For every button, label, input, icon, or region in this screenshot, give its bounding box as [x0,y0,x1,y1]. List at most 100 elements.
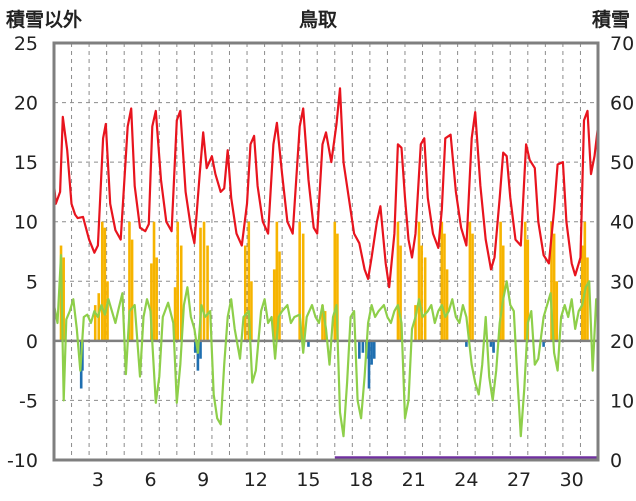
sunshine-bar [103,227,107,341]
y-right-tick-label: 40 [610,212,634,234]
y-left-tick-label: 5 [26,271,38,293]
precip-bar [81,340,84,371]
sunshine-bar [586,257,589,341]
precip-bar [196,340,200,371]
precip-bar [361,340,365,353]
sunshine-bar [128,221,131,341]
y-right-tick-label: 70 [610,33,634,55]
sunshine-bars [59,221,600,341]
sunshine-bar [552,233,556,341]
sunshine-bar [152,221,156,341]
series-lines [52,87,600,438]
sunshine-bar [202,221,206,341]
sunshine-bar [150,263,153,341]
sunshine-bar [555,281,559,341]
sunshine-bar [471,233,474,341]
x-tick-label: 24 [454,469,478,491]
sunshine-bar [106,281,109,341]
precip-bar [367,340,371,389]
sunshine-bar [336,233,339,341]
y-left-tick-label: 15 [14,152,38,174]
sunshine-bar [247,221,251,341]
y-left-tick-label: 10 [14,212,38,234]
sunshine-bar [173,287,177,341]
y-right-tick-label: 10 [610,390,634,412]
grid-lines [54,43,598,460]
sunshine-bar [62,257,65,341]
precip-bar [358,340,361,359]
precip-bar [193,340,197,353]
green-series-line [52,254,600,438]
sunshine-bar [523,221,527,341]
sunshine-bar [396,221,400,341]
y-right-tick-label: 60 [610,93,634,115]
x-tick-label: 18 [349,469,373,491]
y-left-tick-label: -5 [19,390,38,412]
sunshine-bar [272,269,276,341]
sunshine-bar [550,221,553,341]
sunshine-bar [176,221,180,341]
precip-bar [199,340,202,359]
sunshine-bar [526,239,530,341]
sunshine-bar [423,257,427,341]
plot-frame-group [52,41,600,462]
red-series-line [52,87,600,289]
sunshine-bar [333,221,337,341]
sunshine-bar [179,245,183,341]
x-tick-label: 15 [296,469,320,491]
sunshine-bar [130,239,134,341]
y-right-tick-label: 50 [610,152,634,174]
sunshine-bar [468,221,472,341]
sunshine-bar [278,251,281,341]
precip-bar [307,340,310,347]
x-tick-label: 12 [244,469,268,491]
tick-labels: -10 -5 0 5 10 15 20 25 0 10 20 30 40 50 60 70 3 6 9 12 15 18 2… [7,33,634,491]
x-tick-label: 21 [402,469,426,491]
sunshine-bar [420,245,423,341]
x-tick-label: 6 [144,469,156,491]
sunshine-bar [250,281,253,341]
y-left-tick-label: 20 [14,93,38,115]
sunshine-bar [399,245,402,341]
sunshine-bar [583,221,587,341]
sunshine-bar [443,233,446,341]
sunshine-bar [100,221,104,341]
sunshine-bar [243,245,247,341]
sunshine-bar [93,305,97,341]
y-left-tick-label: -10 [7,450,38,472]
y-left-tick-label: 25 [14,33,38,55]
sunshine-bar [501,245,505,341]
sunshine-bar [298,221,301,341]
right-axis-label: 積雪 [592,8,630,31]
plot-frame [52,41,600,462]
x-tick-label: 3 [92,469,104,491]
sunshine-bar [417,221,421,341]
sunshine-bar [206,245,209,341]
y-left-tick-label: 0 [26,331,38,353]
sunshine-bar [414,305,417,341]
sunshine-bar [199,227,202,341]
precip-bar [492,340,495,353]
sunshine-bar [321,305,324,341]
sunshine-bar [301,233,305,341]
left-axis-label: 積雪以外 [6,8,82,31]
chart-title: 鳥取 [299,8,337,31]
precip-bar [542,340,545,347]
sunshine-bar [275,221,279,341]
precip-bar [370,340,373,365]
y-right-tick-label: 30 [610,271,634,293]
y-right-tick-label: 0 [610,450,622,472]
precip-bar [489,340,493,347]
sunshine-bar [580,245,584,341]
x-tick-label: 27 [507,469,531,491]
sunshine-bar [155,257,158,341]
x-tick-label: 9 [197,469,209,491]
sunshine-bar [440,221,444,341]
x-tick-label: 30 [560,469,584,491]
precip-bar [465,340,468,347]
sunshine-bar [445,269,449,341]
precip-bar [372,340,376,359]
y-right-tick-label: 20 [610,331,634,353]
sunshine-bar [499,221,502,341]
